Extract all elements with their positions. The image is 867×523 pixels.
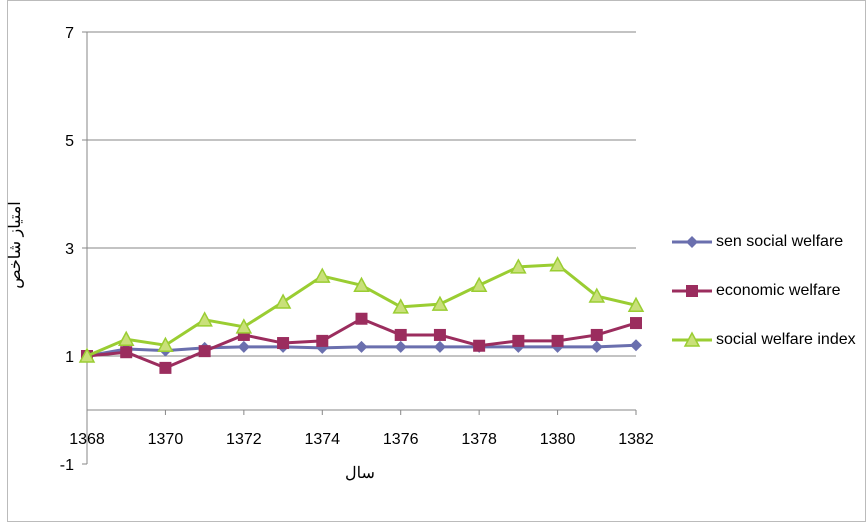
marker — [549, 256, 566, 272]
marker — [590, 340, 603, 353]
marker — [394, 328, 407, 341]
marker — [510, 258, 527, 274]
marker — [159, 361, 172, 374]
marker — [473, 339, 486, 352]
marker — [355, 340, 368, 353]
y-tick-label: -1 — [60, 457, 74, 474]
y-tick-label: 3 — [65, 241, 74, 258]
legend-label: economic welfare — [716, 282, 841, 299]
y-axis-label: امتیاز شاخص — [7, 201, 24, 289]
marker — [588, 287, 606, 303]
marker — [433, 328, 446, 341]
marker — [355, 312, 368, 325]
chart-border — [7, 0, 866, 522]
x-tick-label: 1370 — [148, 431, 184, 448]
marker — [686, 236, 698, 248]
x-tick-label: 1378 — [461, 431, 497, 448]
legend-label: social welfare index — [716, 331, 856, 348]
marker — [431, 295, 449, 311]
marker — [686, 285, 698, 297]
marker — [237, 340, 250, 353]
marker — [627, 296, 645, 312]
marker — [274, 293, 292, 309]
marker — [394, 340, 407, 353]
marker — [470, 276, 488, 293]
marker — [235, 318, 253, 334]
marker — [630, 317, 642, 330]
x-tick-label: 1380 — [540, 431, 576, 448]
x-tick-label: 1374 — [304, 431, 340, 448]
marker — [683, 331, 701, 347]
marker — [157, 336, 174, 352]
y-tick-label: 1 — [65, 349, 74, 366]
x-tick-label: 1372 — [226, 431, 262, 448]
legend-label: sen social welfare — [716, 233, 844, 250]
marker — [198, 345, 211, 358]
y-tick-label: 7 — [65, 25, 74, 42]
marker — [433, 340, 446, 353]
marker — [277, 337, 290, 350]
marker — [392, 298, 409, 314]
x-tick-label: 1376 — [383, 431, 419, 448]
marker — [78, 347, 96, 363]
marker — [314, 267, 331, 283]
x-axis-label: سال — [345, 465, 375, 482]
marker — [590, 328, 603, 341]
marker — [551, 334, 564, 347]
marker — [117, 330, 135, 347]
marker — [196, 311, 213, 327]
marker — [120, 346, 133, 359]
x-tick-label: 1382 — [618, 431, 654, 448]
x-tick-label: 1368 — [69, 431, 105, 448]
marker — [512, 334, 525, 347]
marker — [630, 339, 642, 352]
marker — [353, 276, 370, 293]
y-tick-label: 5 — [65, 133, 74, 150]
marker — [316, 334, 329, 347]
